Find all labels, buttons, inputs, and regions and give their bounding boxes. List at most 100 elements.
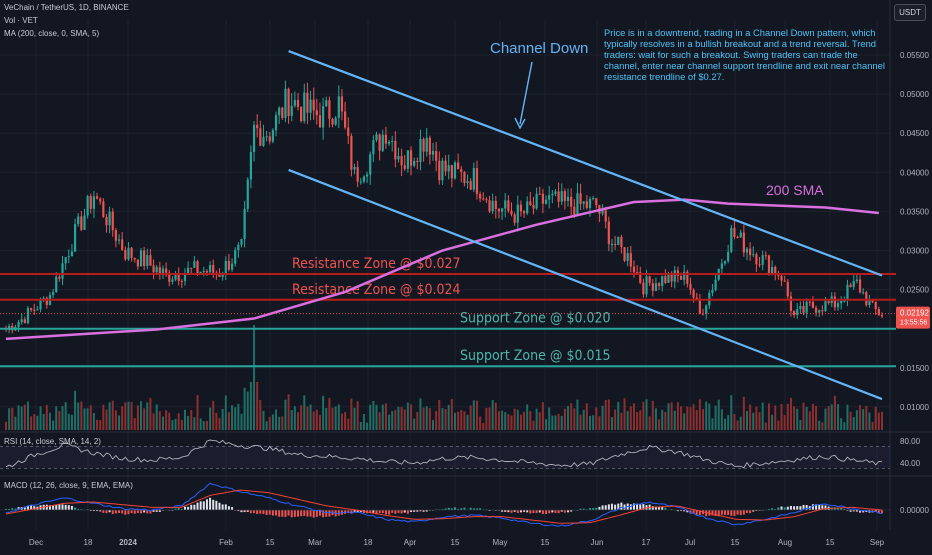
candle-body: [507, 200, 510, 211]
volume-bar: [702, 409, 705, 430]
rsi-band: [0, 446, 890, 469]
macd-hist-bar: [315, 510, 318, 517]
volume-bar: [231, 405, 234, 430]
macd-hist-bar: [560, 510, 563, 512]
volume-bar: [579, 414, 582, 430]
volume-bar: [601, 405, 604, 430]
volume-bar: [315, 409, 318, 430]
macd-hist-bar: [771, 508, 774, 510]
candle-body: [642, 282, 645, 295]
volume-bar: [199, 418, 202, 430]
candle-body: [155, 267, 158, 273]
volume-bar: [221, 408, 224, 430]
volume-bar: [513, 408, 516, 430]
symbol-title: VeChain / TetherUS, 1D, BINANCE: [4, 3, 129, 12]
macd-hist-bar: [384, 510, 387, 515]
candle-body: [347, 127, 350, 136]
price-tick-label: 0.02500: [900, 286, 929, 295]
resistance-zone-label: Resistance Zone @ $0.027: [292, 256, 461, 272]
macd-hist-bar: [457, 509, 460, 510]
volume-bar: [375, 404, 378, 430]
volume-bar: [830, 404, 833, 430]
volume-bar: [168, 412, 171, 430]
volume-bar: [673, 410, 676, 430]
candle-body: [554, 191, 557, 194]
volume-bar: [457, 411, 460, 430]
macd-hist-bar: [403, 510, 406, 513]
candle-body: [548, 195, 551, 200]
volume-bar: [165, 410, 168, 430]
candle-body: [227, 260, 231, 270]
macd-hist-bar: [450, 508, 453, 510]
volume-bar: [526, 404, 529, 430]
candle-body: [365, 174, 369, 177]
volume-bar: [410, 404, 413, 430]
volume-bar: [77, 402, 80, 430]
volume-bar: [761, 402, 764, 430]
volume-bar: [102, 404, 105, 430]
volume-bar: [83, 408, 86, 430]
macd-hist-bar: [350, 510, 353, 514]
volume-bar: [381, 404, 384, 430]
sma-200-label: 200 SMA: [766, 182, 824, 198]
candle-body: [259, 128, 262, 146]
candle-body: [67, 256, 70, 258]
macd-hist-bar: [406, 510, 409, 514]
candle-body: [293, 100, 296, 106]
volume-bar: [805, 406, 808, 430]
macd-hist-bar: [202, 501, 205, 510]
macd-hist-bar: [598, 506, 601, 510]
macd-hist-bar: [620, 502, 623, 510]
candle-body: [648, 276, 651, 284]
volume-bar: [466, 414, 469, 430]
volume-bar: [607, 399, 610, 430]
macd-hist-bar: [582, 508, 585, 510]
volume-bar: [224, 395, 227, 430]
macd-hist-bar: [488, 510, 491, 511]
candle-body: [792, 310, 796, 316]
candle-body: [234, 250, 237, 264]
volume-bar: [573, 408, 576, 430]
volume-bar: [312, 411, 315, 430]
volume-bar: [14, 416, 17, 430]
candle-body: [466, 181, 469, 183]
candle-body: [369, 154, 372, 175]
candle-body: [89, 196, 92, 209]
candle-body: [428, 137, 431, 155]
volume-bar: [764, 422, 767, 430]
volume-bar: [469, 405, 472, 430]
candle-body: [629, 253, 632, 267]
volume-bar: [532, 420, 535, 430]
macd-hist-bar: [595, 507, 598, 510]
time-tick-label: Apr: [404, 538, 417, 547]
macd-hist-bar: [61, 504, 64, 510]
volume-bar: [545, 419, 548, 430]
macd-hist-bar: [783, 507, 786, 510]
volume-bar: [39, 406, 42, 430]
candle-body: [340, 96, 344, 112]
macd-hist-bar: [799, 506, 802, 510]
volume-bar: [143, 408, 146, 430]
macd-hist-bar: [711, 510, 714, 516]
candle-body: [114, 230, 117, 241]
macd-hist-bar: [224, 504, 227, 510]
volume-bar: [180, 419, 183, 430]
time-tick-label: Jun: [591, 538, 604, 547]
candle-body: [821, 310, 824, 312]
macd-hist-bar: [815, 504, 818, 510]
resistance-zone-label: Resistance Zone @ $0.024: [292, 282, 461, 298]
macd-hist-bar: [102, 510, 105, 513]
candle-body: [592, 198, 595, 200]
macd-hist-bar: [651, 506, 654, 510]
volume-bar: [124, 402, 127, 430]
candle-body: [730, 227, 733, 252]
candle-body: [745, 248, 749, 253]
volume-bar: [639, 410, 642, 430]
macd-hist-bar: [209, 497, 212, 510]
quote-currency-button[interactable]: USDT: [894, 4, 926, 21]
time-tick-label: 18: [364, 538, 373, 547]
volume-bar: [557, 413, 560, 430]
candle-body: [391, 140, 394, 142]
